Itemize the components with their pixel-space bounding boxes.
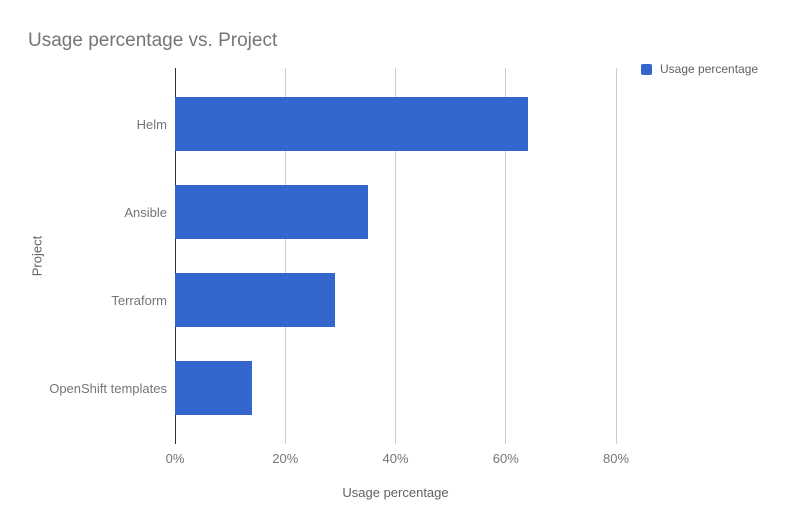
gridline (284, 68, 286, 444)
x-tick-label: 0% (165, 451, 185, 466)
x-axis-title: Usage percentage (342, 485, 449, 500)
bar-openshift-templates[interactable] (175, 361, 253, 415)
legend-label: Usage percentage (660, 62, 759, 76)
chart-title: Usage percentage vs. Project (28, 30, 278, 51)
gridline (505, 68, 507, 444)
category-label: Terraform (111, 292, 167, 308)
gridline (395, 68, 396, 444)
bar-row (175, 361, 616, 415)
x-axis-ticks: 0% 20% 40% 60% 80% (166, 451, 629, 469)
x-tick-label: 60% (492, 451, 519, 466)
legend-item[interactable]: Usage percentage (641, 62, 758, 76)
plot-area (174, 68, 617, 444)
legend-swatch-icon (641, 63, 652, 75)
category-labels: Helm Ansible Terraform OpenShift templates (0, 68, 167, 444)
bar-helm[interactable] (175, 97, 528, 151)
bar-row (175, 97, 616, 151)
bar-ansible[interactable] (175, 185, 368, 239)
category-label: Helm (136, 116, 167, 132)
bar-row (175, 185, 616, 239)
bar-terraform[interactable] (175, 273, 335, 327)
gridline (615, 68, 617, 444)
axis-baseline (174, 68, 176, 444)
gridlines (174, 68, 617, 444)
x-tick-label: 40% (382, 451, 409, 466)
x-tick-label: 20% (272, 451, 299, 466)
bars (175, 68, 616, 444)
bar-row (175, 273, 616, 327)
x-tick-label: 80% (602, 451, 630, 466)
category-label: OpenShift templates (49, 380, 167, 396)
category-label: Ansible (124, 204, 167, 220)
